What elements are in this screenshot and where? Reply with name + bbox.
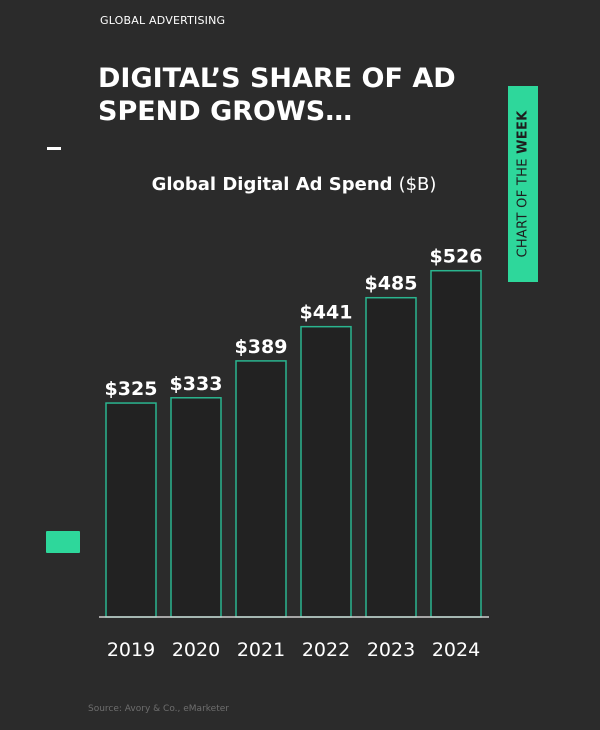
bars-group: $325 2019 $333 2020 $389 2021 $441 2022 $485 2023… <box>105 246 483 661</box>
eyebrow-label: GLOBAL ADVERTISING <box>100 14 226 27</box>
bar-2022 <box>300 325 352 618</box>
bar-2020 <box>170 397 222 618</box>
x-tick-label-2024: 2024 <box>432 639 480 661</box>
value-label-2021: $389 <box>235 336 288 358</box>
legend-swatch <box>46 531 80 553</box>
bar-2024 <box>430 269 482 618</box>
value-label-2022: $441 <box>300 302 353 324</box>
bar-2019 <box>105 402 157 618</box>
value-label-2019: $325 <box>105 378 158 400</box>
x-tick-label-2022: 2022 <box>302 639 350 661</box>
headline: DIGITAL’S SHARE OF AD SPEND GROWS… <box>98 63 456 127</box>
x-tick-label-2021: 2021 <box>237 639 285 661</box>
value-label-2020: $333 <box>170 373 223 395</box>
source-note: Source: Avory & Co., eMarketer <box>88 704 229 714</box>
value-label-2024: $526 <box>430 246 483 268</box>
bar-2021 <box>235 360 287 618</box>
chart-title: Global Digital Ad Spend ($B) <box>152 174 437 195</box>
chart-title-main: Global Digital Ad Spend <box>152 174 393 195</box>
x-tick-label-2019: 2019 <box>107 639 155 661</box>
bar-2023 <box>365 296 417 618</box>
value-label-2023: $485 <box>365 273 418 295</box>
x-tick-label-2023: 2023 <box>367 639 415 661</box>
chart-title-unit: ($B) <box>399 174 437 195</box>
accent-dash <box>47 147 61 150</box>
chart-of-the-week-badge: CHART OF THE WEEK <box>508 86 538 282</box>
x-tick-label-2020: 2020 <box>172 639 220 661</box>
